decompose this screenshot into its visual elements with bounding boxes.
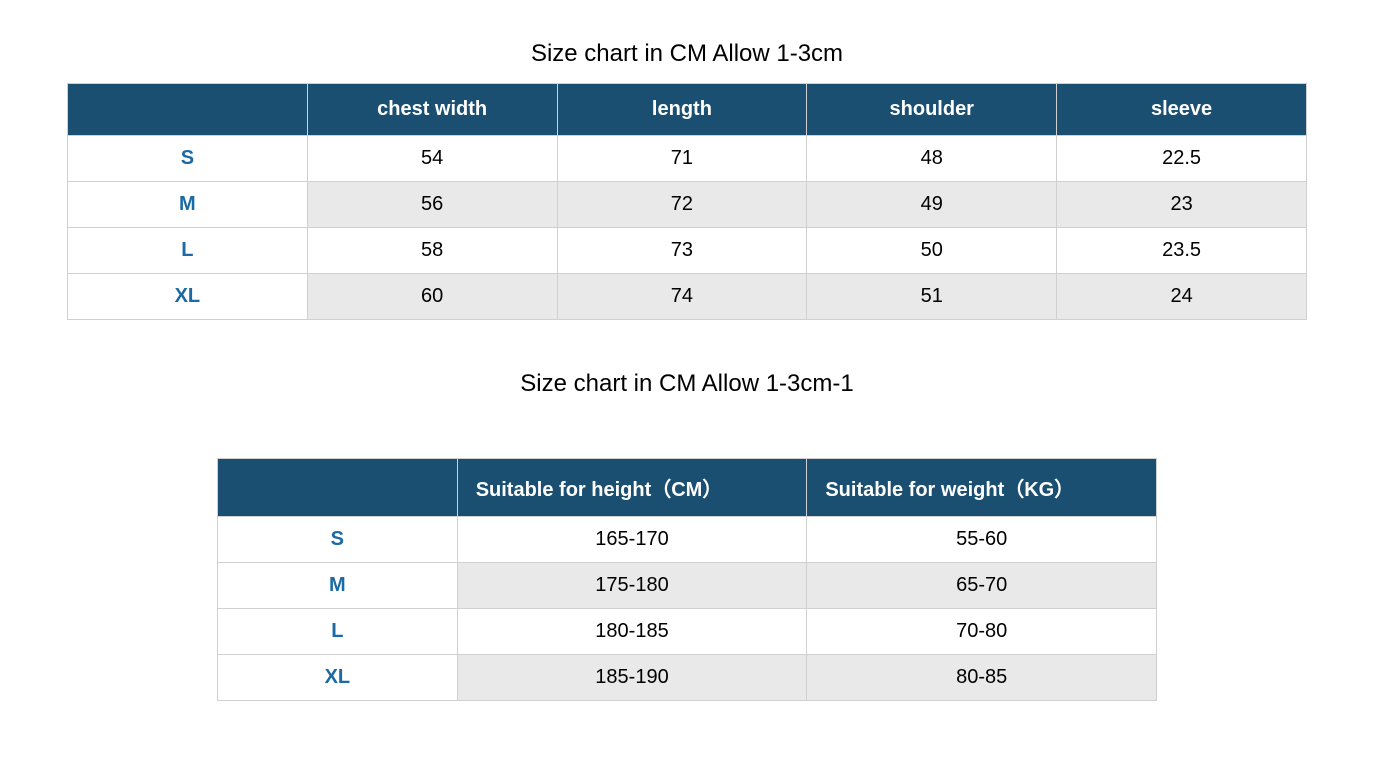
cell-sleeve: 24 [1057,274,1307,320]
cell-length: 72 [557,182,807,228]
table-row: M 56 72 49 23 [68,182,1307,228]
cell-sleeve: 23.5 [1057,228,1307,274]
table-row: XL 185-190 80-85 [218,655,1157,701]
table2-header-row: Suitable for height（CM） Suitable for wei… [218,459,1157,517]
table-row: S 54 71 48 22.5 [68,136,1307,182]
table-row: S 165-170 55-60 [218,517,1157,563]
cell-length: 71 [557,136,807,182]
table-row: L 180-185 70-80 [218,609,1157,655]
cell-height: 185-190 [457,655,807,701]
size-chart-table-2: Suitable for height（CM） Suitable for wei… [217,458,1157,701]
cell-height: 180-185 [457,609,807,655]
cell-length: 74 [557,274,807,320]
cell-shoulder: 50 [807,228,1057,274]
size-label: M [68,182,308,228]
size-chart-table-1: chest width length shoulder sleeve S 54 … [67,83,1307,320]
size-label: L [218,609,458,655]
cell-shoulder: 51 [807,274,1057,320]
size-label: XL [68,274,308,320]
cell-length: 73 [557,228,807,274]
table1-header-sleeve: sleeve [1057,84,1307,136]
cell-weight: 70-80 [807,609,1157,655]
cell-chest: 56 [307,182,557,228]
cell-chest: 60 [307,274,557,320]
table1-header-row: chest width length shoulder sleeve [68,84,1307,136]
cell-sleeve: 22.5 [1057,136,1307,182]
size-label: M [218,563,458,609]
table2-header-weight: Suitable for weight（KG） [807,459,1157,517]
cell-weight: 80-85 [807,655,1157,701]
table1-header-shoulder: shoulder [807,84,1057,136]
table1-header-blank [68,84,308,136]
cell-shoulder: 48 [807,136,1057,182]
table-row: XL 60 74 51 24 [68,274,1307,320]
size-label: S [68,136,308,182]
cell-height: 175-180 [457,563,807,609]
size-label: XL [218,655,458,701]
cell-sleeve: 23 [1057,182,1307,228]
table1-header-length: length [557,84,807,136]
table2-header-blank [218,459,458,517]
cell-chest: 58 [307,228,557,274]
cell-chest: 54 [307,136,557,182]
cell-shoulder: 49 [807,182,1057,228]
cell-weight: 55-60 [807,517,1157,563]
cell-height: 165-170 [457,517,807,563]
table2-header-height: Suitable for height（CM） [457,459,807,517]
table-row: L 58 73 50 23.5 [68,228,1307,274]
cell-weight: 65-70 [807,563,1157,609]
table2-title: Size chart in CM Allow 1-3cm-1 [60,370,1314,398]
table1-header-chest: chest width [307,84,557,136]
size-label: L [68,228,308,274]
table1-title: Size chart in CM Allow 1-3cm [60,40,1314,68]
size-label: S [218,517,458,563]
table-row: M 175-180 65-70 [218,563,1157,609]
